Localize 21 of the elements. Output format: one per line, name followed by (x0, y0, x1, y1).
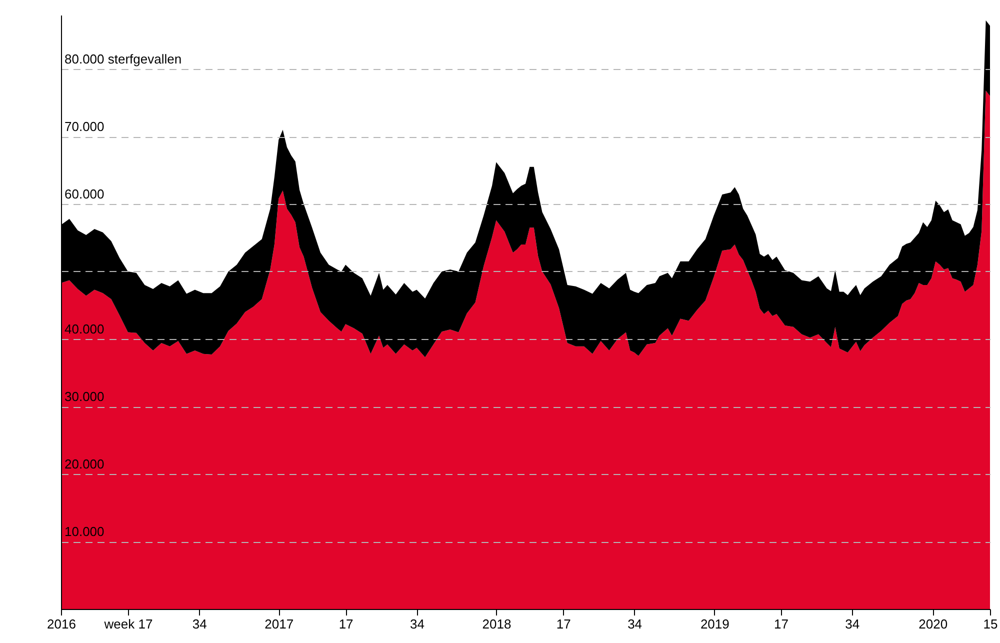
y-tick-label: 60.000 (64, 186, 104, 202)
x-tick-label: 17 (556, 616, 571, 632)
x-tick-label: 34 (410, 616, 424, 632)
y-tick-label: 70.000 (64, 119, 104, 134)
x-tick-label: 34 (192, 616, 207, 632)
y-tick-label: 20.000 (64, 456, 104, 472)
x-tick-label: 17 (774, 616, 788, 632)
x-tick-label: 2018 (482, 616, 512, 632)
x-tick-label: 2017 (264, 616, 294, 632)
x-tick-label: 34 (845, 616, 860, 632)
x-tick-label: 34 (628, 616, 642, 632)
x-tick-label: week 17 (103, 616, 153, 632)
x-tick-label: 2016 (47, 616, 76, 632)
y-tick-label: 80.000 sterfgevallen (64, 52, 182, 66)
x-tick-label: 17 (338, 616, 354, 632)
x-tick-label: 2019 (700, 616, 730, 632)
y-tick-label: 40.000 (64, 322, 104, 336)
x-tick-label: 2020 (918, 616, 948, 632)
y-tick-label: 30.000 (64, 389, 104, 404)
x-tick-label: 15 (983, 616, 998, 632)
y-tick-label: 10.000 (64, 524, 104, 539)
